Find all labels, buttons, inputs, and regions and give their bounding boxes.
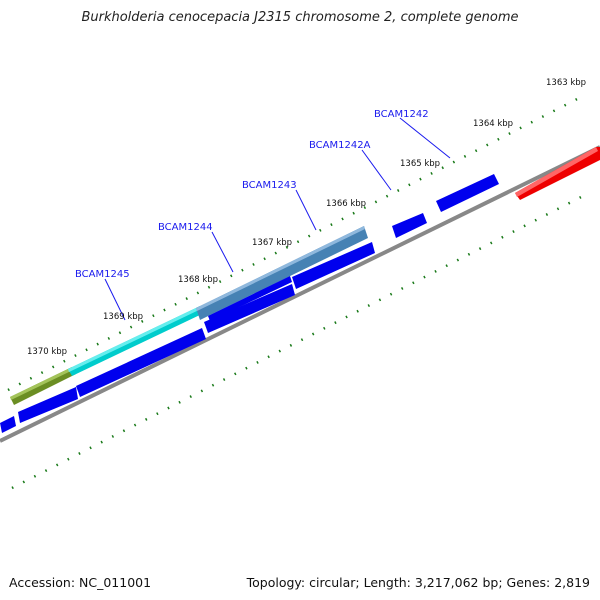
scale-label-1366: 1366 kbp <box>326 199 366 209</box>
gene-label-bcam1244[interactable]: BCAM1244 <box>158 222 213 233</box>
gene-label-bcam1243[interactable]: BCAM1243 <box>242 180 297 191</box>
scale-label-1363: 1363 kbp <box>546 78 586 88</box>
gene-label-bcam1242[interactable]: BCAM1242 <box>374 109 429 120</box>
scale-label-1368: 1368 kbp <box>178 275 218 285</box>
gene-arrow <box>0 416 16 433</box>
map-title: Burkholderia cenocepacia J2315 chromosom… <box>81 10 519 25</box>
scale-label-1364: 1364 kbp <box>473 119 513 129</box>
gene-label-bcam1242a[interactable]: BCAM1242A <box>309 140 371 151</box>
genome-summary-text: Topology: circular; Length: 3,217,062 bp… <box>246 575 590 590</box>
leader-line <box>399 117 451 159</box>
accession-text: Accession: NC_011001 <box>9 575 152 590</box>
gene-arrow <box>208 276 292 321</box>
leader-line <box>104 278 126 321</box>
scale-label-1369: 1369 kbp <box>103 312 143 322</box>
outer-tick-track <box>7 93 586 392</box>
genome-backbone <box>0 145 600 443</box>
gene-arrow <box>392 213 427 238</box>
gene-label-bcam1245[interactable]: BCAM1245 <box>75 269 130 280</box>
gene-arrow <box>76 328 206 397</box>
leader-line <box>211 231 234 273</box>
cds-bar-steel <box>196 226 368 320</box>
scale-label-1365: 1365 kbp <box>400 159 440 169</box>
gene-arrow <box>18 387 78 423</box>
gene-arrow <box>292 242 375 289</box>
inner-tick-track <box>11 193 586 490</box>
scale-label-1370: 1370 kbp <box>27 347 67 357</box>
gene-arrow <box>204 284 295 333</box>
leader-line <box>361 149 392 191</box>
scale-label-1367: 1367 kbp <box>252 238 292 248</box>
leader-line <box>295 189 317 231</box>
gene-arrow <box>436 174 499 212</box>
